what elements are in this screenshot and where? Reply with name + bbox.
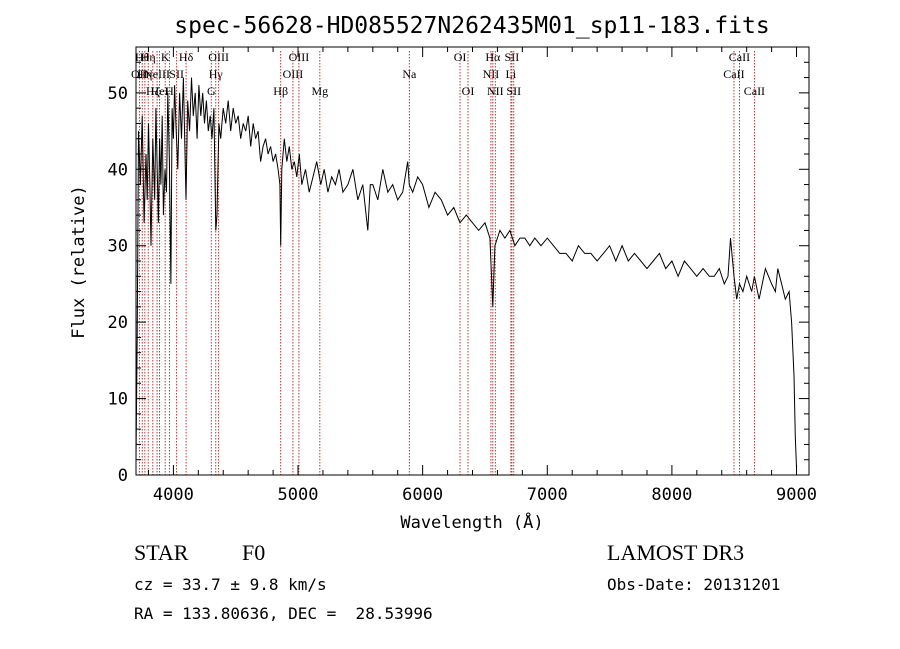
x-tick-label: 7000 — [527, 485, 568, 505]
spectral-line-label: NII — [487, 84, 504, 98]
spectral-line-label: G — [207, 84, 216, 98]
spectral-line-label: Hδ — [179, 50, 194, 64]
spectral-line-label: OII — [131, 67, 148, 81]
spectral-line-label: NeIII — [144, 67, 170, 81]
spectral-line-label: SII — [505, 50, 520, 64]
x-tick-label: 9000 — [776, 485, 817, 505]
axis-ticks: 4000 5000 6000 7000 8000 9000 0 10 20 30 40 50 — [108, 47, 817, 505]
x-tick-label: 8000 — [651, 485, 692, 505]
y-tick-label: 40 — [108, 160, 128, 180]
x-tick-label: 5000 — [278, 485, 319, 505]
observation-date: Obs-Date: 20131201 — [607, 575, 780, 594]
spectral-line-label: Hγ — [209, 67, 224, 81]
spectral-line-label: SII — [169, 67, 184, 81]
spectral-line-label: Mg — [311, 84, 328, 98]
y-tick-label: 20 — [108, 313, 128, 333]
y-axis-label: Flux (relative) — [69, 185, 89, 339]
x-tick-label: 6000 — [402, 485, 443, 505]
spectral-line-label: K — [161, 50, 170, 64]
chart-title: spec-56628-HD085527N262435M01_sp11-183.f… — [174, 13, 769, 39]
spectral-line-label: OI — [462, 84, 475, 98]
spectral-line-label: Hθ — [135, 50, 150, 64]
spectral-line-label: OIII — [283, 67, 304, 81]
y-tick-label: 50 — [108, 84, 128, 104]
object-class: STAR — [134, 540, 189, 565]
x-tick-label: 4000 — [153, 485, 194, 505]
spectrum-series-line — [135, 77, 797, 468]
y-tick-label: 0 — [118, 466, 128, 486]
spectral-line-label: Na — [402, 67, 417, 81]
spectral-line-label: Hα — [485, 50, 501, 64]
y-tick-label: 30 — [108, 237, 128, 257]
redshift-value: cz = 33.7 ± 9.8 km/s — [134, 575, 327, 594]
spectral-line-label: HeI — [151, 84, 169, 98]
y-tick-label: 10 — [108, 390, 128, 410]
x-axis-label: Wavelength (Å) — [400, 511, 543, 533]
spectral-line-label: OI — [454, 50, 467, 64]
spectral-line-label: Hζ — [146, 84, 160, 98]
spectral-line-label: NII — [483, 67, 500, 81]
spectral-line-label: Li — [506, 67, 517, 81]
spectral-line-label: CaII — [744, 84, 765, 98]
spectral-line-label: Hβ — [273, 84, 288, 98]
plot-frame — [135, 46, 810, 476]
spectral-line-label: Hη — [141, 50, 156, 64]
sky-coordinates: RA = 133.80636, DEC = 28.53996 — [134, 604, 433, 623]
survey-name: LAMOST DR3 — [607, 540, 744, 565]
spectral-line-label: OIII — [289, 50, 310, 64]
spectral-line-label: CaII — [729, 50, 750, 64]
spectral-line-label: H — [165, 84, 174, 98]
spectral-line-label: OIII — [208, 50, 229, 64]
spectral-line-label: CaII — [723, 67, 744, 81]
spectral-line-label: SII — [506, 84, 521, 98]
object-subclass: F0 — [242, 540, 265, 565]
spectral-line-markers: OIIHθHηHηHζNeIIIHeIKHSIIHδGHγOIIIHβOIIIO… — [131, 50, 765, 475]
